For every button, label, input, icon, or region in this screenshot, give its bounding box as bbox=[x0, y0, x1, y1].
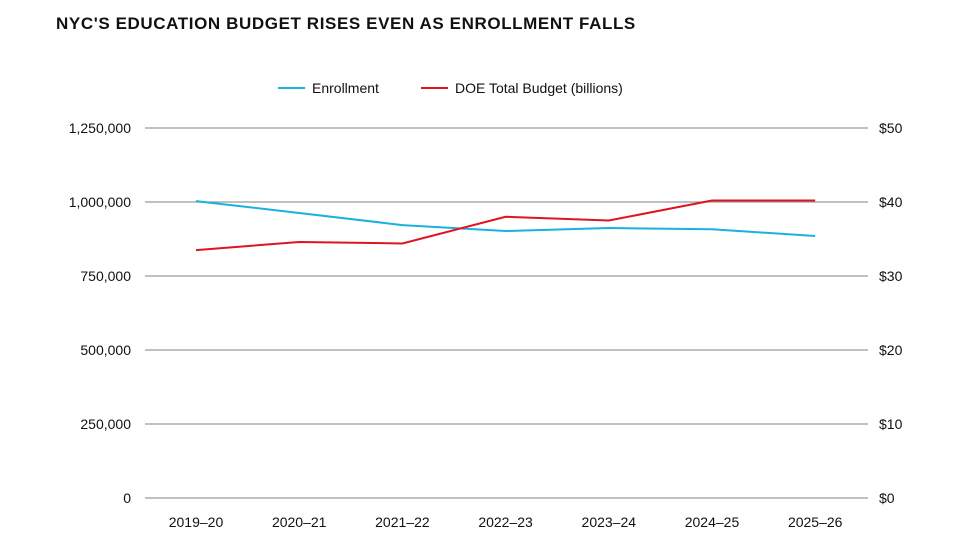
x-tick-label: 2019–20 bbox=[169, 514, 224, 530]
series-line-doe-total-budget-billions- bbox=[195, 199, 816, 252]
x-tick-label: 2022–23 bbox=[478, 514, 533, 530]
legend-label: Enrollment bbox=[312, 80, 379, 96]
x-tick-label: 2024–25 bbox=[685, 514, 740, 530]
x-tick-label: 2020–21 bbox=[272, 514, 327, 530]
x-tick-label: 2023–24 bbox=[582, 514, 637, 530]
right-tick-label: $10 bbox=[879, 416, 903, 432]
left-tick-label: 750,000 bbox=[80, 268, 131, 284]
legend-label: DOE Total Budget (billions) bbox=[455, 80, 623, 96]
right-tick-label: $40 bbox=[879, 194, 903, 210]
right-tick-label: $50 bbox=[879, 120, 903, 136]
x-tick-label: 2025–26 bbox=[788, 514, 843, 530]
left-tick-label: 1,250,000 bbox=[69, 120, 131, 136]
series-line-enrollment bbox=[195, 200, 816, 238]
chart-title: NYC'S EDUCATION BUDGET RISES EVEN AS ENR… bbox=[56, 14, 636, 33]
left-tick-label: 1,000,000 bbox=[69, 194, 131, 210]
right-tick-label: $0 bbox=[879, 490, 895, 506]
left-tick-label: 0 bbox=[123, 490, 131, 506]
right-tick-label: $20 bbox=[879, 342, 903, 358]
left-tick-label: 500,000 bbox=[80, 342, 131, 358]
right-tick-label: $30 bbox=[879, 268, 903, 284]
left-tick-label: 250,000 bbox=[80, 416, 131, 432]
x-tick-label: 2021–22 bbox=[375, 514, 430, 530]
